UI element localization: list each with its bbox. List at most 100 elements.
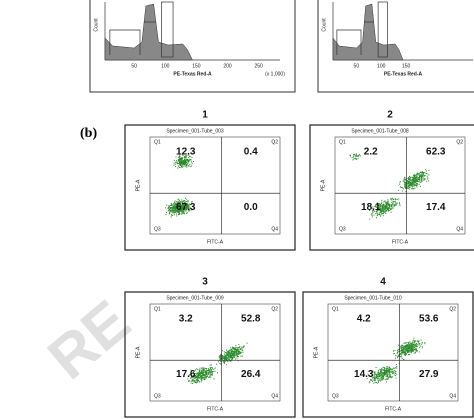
dot [394,201,395,203]
dot [182,204,184,206]
dot [404,346,406,348]
dot [237,360,239,362]
dot [388,204,389,206]
dot [186,212,187,214]
dot [188,204,190,206]
dot [237,353,239,355]
dot [181,211,183,213]
y-label: Count [321,18,327,32]
dot [399,202,400,204]
dot [405,187,406,189]
dot [226,364,228,366]
dot [404,179,406,181]
x-tick-label: 250 [254,63,263,69]
dot [237,349,239,351]
dot [400,356,401,358]
dot [223,355,225,357]
dot [182,157,184,159]
dot [386,367,388,369]
dot [416,340,418,342]
dot [422,176,424,177]
dot [169,205,170,207]
dot [412,350,414,352]
dot [178,212,180,213]
dot [181,206,183,208]
dot [234,352,236,354]
dot [238,346,240,348]
dot [205,372,207,374]
dot [383,370,385,372]
dot [410,176,412,178]
dot [211,367,212,369]
dot [178,212,180,214]
dot [387,376,389,378]
dot [181,213,183,215]
dot [423,175,425,177]
dot [232,354,234,356]
dot [183,208,185,210]
dot [414,177,416,179]
dot [211,367,213,369]
dot [388,376,390,378]
dot [213,368,215,370]
dot [180,166,182,168]
dot [168,209,170,211]
dot [395,370,397,372]
dot [184,206,186,208]
dot [173,164,175,166]
dot [403,180,405,182]
dot [419,343,421,345]
dot [390,198,392,200]
dot [181,210,183,212]
dot [240,346,242,348]
dot [390,370,392,372]
dot [225,352,227,354]
dot [187,204,188,206]
dot [175,160,177,162]
dot [376,375,378,377]
dot [231,350,232,352]
dot [205,370,207,372]
dot [177,202,179,203]
dot [225,354,227,356]
dot [208,369,209,371]
dot [385,207,387,209]
dot [408,346,410,348]
dot [402,353,404,355]
dot [401,345,403,347]
dot [178,214,180,215]
dot [385,204,387,206]
dot [190,377,192,379]
dot [184,200,186,201]
dot [420,181,421,183]
dot [178,209,180,211]
dot [186,208,188,209]
dot [405,346,407,348]
dot [168,209,169,211]
dot [198,380,200,382]
dot [399,181,401,183]
dot [383,373,385,374]
dot [169,213,171,215]
dot [406,352,408,354]
dot [376,202,378,204]
dot [413,352,415,354]
dot [211,372,213,374]
dot [394,204,396,206]
dot [207,368,209,370]
dot [233,356,235,358]
dot [182,200,184,202]
dot [367,374,369,376]
dot [391,376,393,378]
dot [407,350,408,352]
dot [408,176,410,178]
dot [382,209,384,211]
dot [209,372,211,374]
dot [412,179,414,181]
dot [209,376,211,378]
dot [417,174,419,176]
dot [387,204,389,206]
dot [200,379,202,381]
dot [180,159,182,161]
dot [383,210,385,212]
